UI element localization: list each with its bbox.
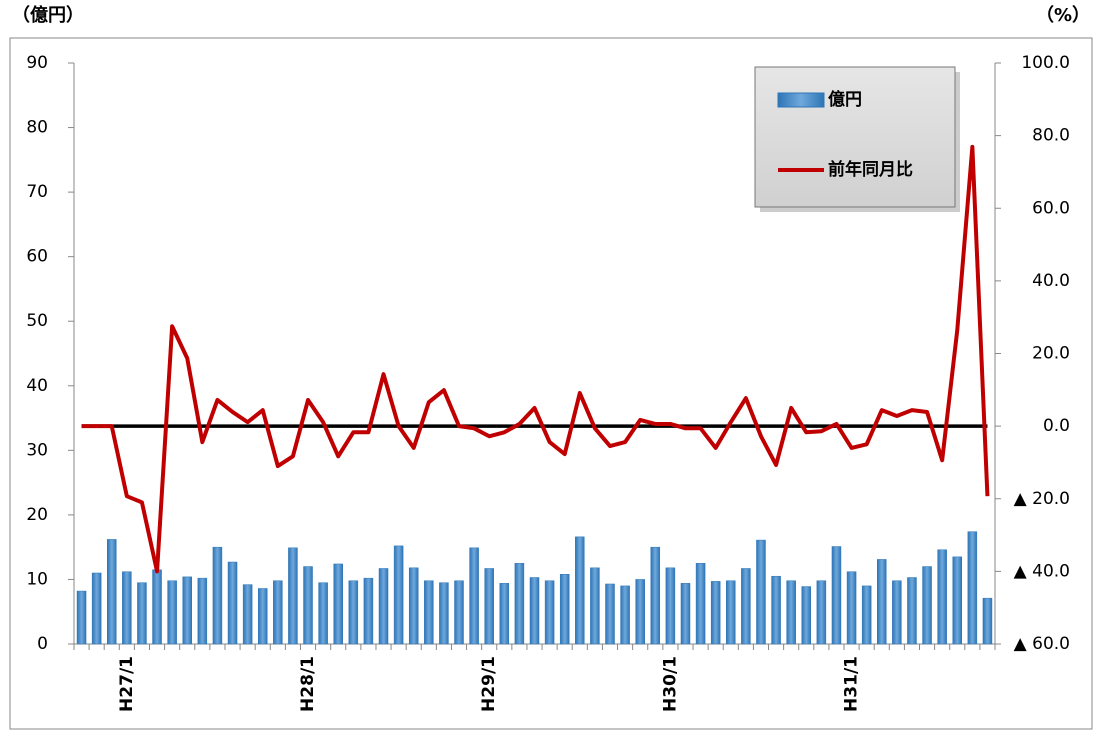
y2-tick-label: ▲ 60.0 — [1014, 634, 1070, 654]
bar — [559, 574, 570, 645]
bar — [665, 567, 676, 645]
y-tick-label: 80 — [26, 118, 48, 138]
bar — [771, 575, 781, 645]
y-tick-label: 40 — [26, 376, 48, 396]
y-tick-label: 10 — [26, 569, 48, 589]
bar — [726, 580, 736, 645]
bar — [152, 569, 162, 645]
bar — [892, 580, 902, 645]
bar — [967, 531, 978, 645]
bar — [182, 576, 192, 645]
x-tick-label: H30/1 — [660, 656, 680, 712]
bar — [544, 580, 555, 645]
bar — [801, 586, 812, 645]
bar — [408, 567, 419, 645]
bar — [273, 580, 283, 645]
bar — [620, 585, 630, 645]
bar — [122, 571, 132, 645]
y-tick-label: 0 — [37, 634, 48, 654]
bar — [106, 539, 117, 645]
y-tick-label: 70 — [26, 182, 48, 202]
bar — [605, 583, 615, 645]
y2-tick-label: 60.0 — [1032, 198, 1070, 218]
bar — [227, 561, 238, 645]
bar — [952, 556, 963, 645]
bar — [137, 582, 147, 645]
bar — [861, 585, 872, 645]
bar — [242, 584, 253, 645]
bar — [786, 580, 796, 645]
y-tick-label: 50 — [26, 311, 48, 331]
bar — [393, 545, 404, 645]
bar — [424, 580, 434, 645]
bar — [348, 580, 359, 645]
legend-label: 億円 — [828, 89, 862, 110]
bar — [454, 580, 464, 645]
y2-tick-label: ▲ 20.0 — [1014, 489, 1070, 509]
bar — [650, 546, 661, 645]
bar — [499, 583, 510, 645]
bar — [197, 577, 208, 645]
y-axis-title: （億円） — [12, 4, 84, 26]
bar — [680, 583, 691, 645]
y-tick-label: 30 — [26, 440, 48, 460]
bar — [91, 572, 102, 645]
bar — [529, 577, 540, 645]
y2-axis-title: （%） — [1036, 5, 1090, 26]
line — [81, 144, 990, 574]
y2-tick-label: 40.0 — [1032, 271, 1070, 291]
bar — [710, 581, 721, 645]
y-tick-label: 90 — [26, 53, 48, 73]
bar — [590, 567, 600, 645]
y2-tick-label: 0.0 — [1043, 416, 1070, 436]
bar — [695, 563, 706, 645]
bar — [635, 579, 645, 645]
bar — [333, 563, 343, 645]
x-tick-label: H29/1 — [479, 656, 499, 712]
y2-tick-label: 80.0 — [1032, 126, 1070, 146]
legend-box — [754, 66, 956, 208]
bar — [363, 577, 374, 645]
x-tick-label: H31/1 — [842, 656, 862, 712]
x-tick-label: H27/1 — [117, 656, 137, 712]
bar — [484, 568, 494, 645]
y2-tick-label: 20.0 — [1032, 344, 1070, 364]
y2-tick-label: ▲ 40.0 — [1014, 561, 1070, 581]
chart-border — [9, 37, 1093, 730]
bar — [922, 566, 932, 645]
bar — [756, 539, 766, 645]
bar — [741, 568, 751, 645]
bar — [907, 577, 917, 645]
bar — [937, 549, 947, 645]
bar — [982, 597, 993, 645]
y2-tick-label: 100.0 — [1021, 53, 1070, 73]
bar — [257, 588, 268, 645]
bar — [831, 546, 842, 645]
bar — [288, 547, 298, 645]
y-tick-label: 60 — [26, 247, 48, 267]
legend-swatch — [777, 92, 825, 108]
bar — [167, 580, 177, 645]
bar — [303, 566, 313, 645]
legend-label: 前年同月比 — [828, 159, 913, 180]
bar — [816, 580, 827, 645]
bar — [318, 582, 328, 645]
bar — [212, 546, 223, 645]
bar — [439, 582, 449, 645]
bar — [469, 547, 479, 645]
bar — [76, 590, 87, 645]
bar — [846, 571, 857, 645]
bar — [514, 563, 525, 645]
bar — [877, 559, 887, 645]
bar — [378, 568, 389, 645]
bar — [575, 536, 585, 645]
x-tick-label: H28/1 — [298, 656, 318, 712]
y-tick-label: 20 — [26, 505, 48, 525]
